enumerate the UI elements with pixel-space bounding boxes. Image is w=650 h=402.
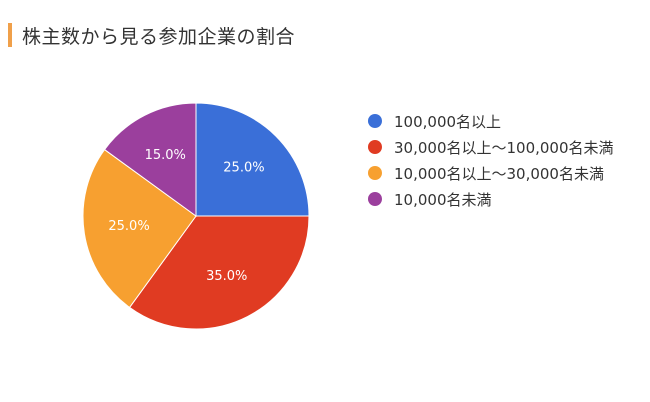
legend-color-dot [368,192,382,206]
legend-item: 100,000名以上 [368,108,614,134]
legend-label: 30,000名以上〜100,000名未満 [394,138,614,157]
slice-data-label: 35.0% [206,269,247,284]
chart-title-block: 株主数から見る参加企業の割合 [8,22,295,48]
chart-legend: 100,000名以上 30,000名以上〜100,000名未満 10,000名以上〜… [368,108,614,212]
legend-label: 10,000名未満 [394,190,492,209]
legend-item: 10,000名未満 [368,186,614,212]
slice-data-label: 15.0% [145,148,186,163]
legend-color-dot [368,114,382,128]
pie-slice [82,148,197,309]
pie-slice [195,102,310,217]
legend-item: 30,000名以上〜100,000名未満 [368,134,614,160]
pie-slice [103,102,197,217]
pie-slice [128,215,310,330]
chart-title: 株主数から見る参加企業の割合 [22,25,296,48]
slice-data-label: 25.0% [223,161,264,176]
legend-item: 10,000名以上〜30,000名未満 [368,160,614,186]
legend-color-dot [368,140,382,154]
legend-color-dot [368,166,382,180]
title-accent-bar [8,23,12,47]
legend-label: 10,000名以上〜30,000名未満 [394,164,604,183]
legend-label: 100,000名以上 [394,112,502,131]
slice-data-label: 25.0% [108,219,149,234]
